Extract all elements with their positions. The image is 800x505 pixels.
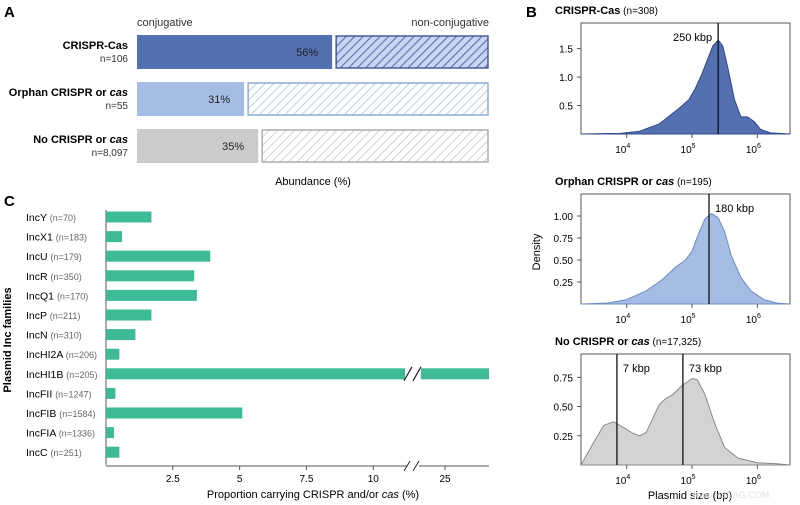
y-tick-label: 0.50 [554, 256, 574, 267]
x-tick-label: 5 [237, 474, 243, 485]
x-tick-label: 7.5 [299, 474, 313, 485]
inc-bar [106, 309, 152, 321]
density-subplot: No CRISPR or cas (n=17,325) 0.25 0.50 0.75 1… [554, 336, 791, 487]
y-tick-label: 0.50 [554, 403, 574, 414]
median-marker-label: 250 kbp [673, 32, 712, 44]
bar-non-conjugative [247, 82, 489, 116]
panel-letter-b: B [526, 4, 537, 21]
bar-pct-label: 31% [208, 94, 230, 106]
bar-conjugative [137, 82, 245, 116]
inc-family-label: IncFIA (n=1336) [26, 428, 95, 440]
x-tick-label: 2.5 [166, 474, 180, 485]
inc-family-label: IncHI2A (n=206) [26, 349, 97, 361]
panel-c-x-label: Proportion carrying CRISPR and/or cas (%… [207, 489, 419, 501]
density-subplot: CRISPR-Cas (n=308) 0.5 1.0 1.5 104 105 106 250 … [555, 5, 791, 156]
y-tick-label: 0.5 [559, 102, 573, 113]
panel-b-chart: Density Plasmid size (bp) CRISPR-Cas (n=… [531, 5, 791, 502]
x-tick-label: 104 [615, 313, 630, 326]
x-tick-label: 105 [681, 474, 696, 487]
panel-a-x-label: Abundance (%) [275, 176, 351, 188]
median-marker-label: 73 kbp [689, 363, 722, 375]
inc-bar [106, 270, 195, 282]
panel-letter-c: C [4, 193, 15, 210]
panel-letter-a: A [4, 4, 15, 21]
x-tick-label: 25 [439, 474, 451, 485]
x-tick-label: 106 [746, 313, 761, 326]
x-tick-label: 106 [746, 143, 761, 156]
bar-pct-label: 56% [296, 47, 318, 59]
header-conjugative: conjugative [137, 17, 193, 29]
inc-family-label: IncU (n=179) [26, 251, 82, 263]
bar-conjugative [137, 35, 333, 69]
bar-non-conjugative [261, 129, 489, 163]
inc-family-label: IncP (n=211) [26, 310, 80, 322]
y-tick-label: 1.5 [559, 45, 573, 56]
inc-bar [106, 407, 243, 419]
bar-conjugative [137, 129, 259, 163]
density-subplot: Orphan CRISPR or cas (n=195) 0.25 0.50 0.75… [554, 176, 791, 326]
inc-bar [106, 289, 197, 301]
watermark: www.HSEAG.COM [692, 490, 770, 500]
row-n-label: n=55 [105, 101, 128, 112]
inc-family-label: IncFIB (n=1584) [26, 408, 96, 420]
row-label: CRISPR-Cas [63, 40, 128, 52]
inc-family-label: IncN (n=310) [26, 330, 82, 342]
x-tick-label: 106 [746, 474, 761, 487]
subplot-title: CRISPR-Cas (n=308) [555, 5, 658, 17]
inc-bar [106, 231, 123, 243]
inc-bar [106, 211, 152, 223]
inc-family-label: IncQ1 (n=170) [26, 290, 88, 302]
x-tick-label: 105 [681, 143, 696, 156]
panel-a-chart: conjugative non-conjugative Abundance (%… [9, 17, 489, 188]
row-label: No CRISPR or cas [33, 134, 128, 146]
row-n-label: n=106 [100, 54, 129, 65]
inc-family-label: IncX1 (n=183) [26, 232, 87, 244]
median-marker-label: 180 kbp [715, 203, 754, 215]
x-tick-label: 105 [681, 313, 696, 326]
inc-family-label: IncHI1B (n=205) [26, 369, 98, 381]
subplot-title: Orphan CRISPR or cas (n=195) [555, 176, 712, 188]
inc-bar [106, 427, 115, 439]
subplot-title: No CRISPR or cas (n=17,325) [555, 336, 701, 348]
axis-break-gap [405, 365, 421, 382]
inc-family-label: IncC (n=251) [26, 447, 82, 459]
axis-break-mark [403, 460, 411, 472]
y-tick-label: 0.75 [554, 234, 574, 245]
y-tick-label: 0.25 [554, 432, 574, 443]
header-non-conjugative: non-conjugative [411, 17, 489, 29]
inc-family-label: IncFII (n=1247) [26, 388, 91, 400]
bar-non-conjugative [335, 35, 489, 69]
inc-bar [106, 387, 116, 399]
panel-c-y-label: Plasmid Inc families [2, 287, 14, 392]
density-area [580, 212, 791, 305]
density-area [580, 378, 791, 466]
panel-c-chart: Plasmid Inc families IncY (n=70) IncX1 (n… [2, 210, 489, 501]
bar-pct-label: 35% [222, 141, 244, 153]
row-label: Orphan CRISPR or cas [9, 87, 128, 99]
axis-break-mark [412, 460, 420, 472]
panel-b-x-label: Plasmid size (bp) [648, 490, 732, 502]
x-tick-label: 104 [615, 143, 630, 156]
inc-bar [106, 348, 120, 360]
y-tick-label: 0.25 [554, 278, 574, 289]
x-tick-label: 104 [615, 474, 630, 487]
inc-family-label: IncR (n=350) [26, 271, 82, 283]
y-tick-label: 1.00 [554, 212, 574, 223]
inc-bar [106, 446, 120, 458]
inc-bar [106, 329, 136, 341]
x-tick-label: 10 [368, 474, 380, 485]
panel-b-y-label: Density [531, 233, 543, 270]
y-tick-label: 0.75 [554, 373, 574, 384]
axis-break-mark [403, 366, 413, 382]
median-marker-label: 7 kbp [623, 363, 650, 375]
inc-bar [106, 250, 211, 262]
inc-family-label: IncY (n=70) [26, 212, 76, 224]
y-tick-label: 1.0 [559, 73, 573, 84]
axis-break-mark [412, 366, 422, 382]
inc-bar [106, 368, 489, 380]
density-area [580, 39, 791, 135]
row-n-label: n=8,097 [92, 148, 129, 159]
